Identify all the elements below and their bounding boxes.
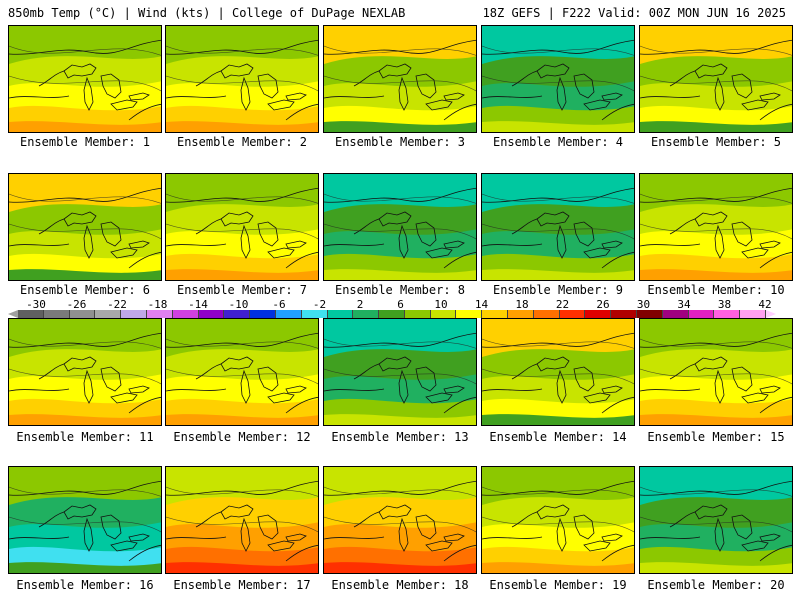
colorbar-cell xyxy=(585,310,612,318)
colorbar-arrow-left xyxy=(8,310,18,318)
ensemble-member-label: Ensemble Member: 8 xyxy=(334,283,466,297)
colorbar-tick-label: -30 xyxy=(26,298,46,311)
colorbar-cell xyxy=(121,310,147,318)
colorbar-cell xyxy=(714,310,741,318)
ensemble-map-5 xyxy=(639,25,793,133)
colorbar-cell xyxy=(224,310,251,318)
ensemble-map-16 xyxy=(8,466,162,574)
colorbar-tick-label: 38 xyxy=(717,298,732,311)
ensemble-member-label: Ensemble Member: 17 xyxy=(173,578,311,592)
colorbar-arrow-right xyxy=(766,310,776,318)
temperature-colorbar: -30 -26 -22 -18 -14 -10 -6 -2 2 6 10 14 18 22 26 30 34 38… xyxy=(0,298,800,322)
ensemble-map-9 xyxy=(481,173,635,281)
ensemble-member-label: Ensemble Member: 2 xyxy=(176,135,308,149)
colorbar-cell xyxy=(482,310,509,318)
colorbar-cell xyxy=(18,310,44,318)
colorbar-cell xyxy=(379,310,405,318)
ensemble-member-label: Ensemble Member: 5 xyxy=(650,135,782,149)
chart-title: 850mb Temp (°C) | Wind (kts) | College o… xyxy=(8,6,406,20)
ensemble-member-label: Ensemble Member: 20 xyxy=(647,578,785,592)
ensemble-member-label: Ensemble Member: 1 xyxy=(19,135,151,149)
ensemble-map-2 xyxy=(165,25,319,133)
colorbar-tick-label: -18 xyxy=(147,298,168,311)
ensemble-member-label: Ensemble Member: 14 xyxy=(489,430,627,444)
colorbar-cell xyxy=(456,310,483,318)
ensemble-map-12 xyxy=(165,318,319,426)
colorbar-cell xyxy=(250,310,276,318)
colorbar-cell xyxy=(533,310,560,318)
colorbar-tick-label: 6 xyxy=(397,298,404,311)
colorbar-cell xyxy=(198,310,225,318)
colorbar-tick-label: 22 xyxy=(555,298,570,311)
ensemble-member-label: Ensemble Member: 13 xyxy=(331,430,469,444)
ensemble-member-label: Ensemble Member: 10 xyxy=(647,283,785,297)
ensemble-map-8 xyxy=(323,173,477,281)
colorbar-tick-label: 42 xyxy=(758,298,772,311)
colorbar-tick-label: -14 xyxy=(188,298,208,311)
colorbar-cell xyxy=(740,310,766,318)
ensemble-map-17 xyxy=(165,466,319,574)
ensemble-member-label: Ensemble Member: 11 xyxy=(16,430,154,444)
ensemble-map-18 xyxy=(323,466,477,574)
colorbar-tick-label: -2 xyxy=(312,298,327,311)
model-run-info: 18Z GEFS | F222 Valid: 00Z MON JUN 16 20… xyxy=(482,6,786,20)
ensemble-map-14 xyxy=(481,318,635,426)
colorbar-tick-label: 18 xyxy=(515,298,529,311)
ensemble-map-11 xyxy=(8,318,162,426)
ensemble-map-7 xyxy=(165,173,319,281)
ensemble-member-label: Ensemble Member: 12 xyxy=(173,430,311,444)
colorbar-tick-label: 26 xyxy=(596,298,610,311)
colorbar-strip xyxy=(18,310,766,318)
colorbar-tick-label: 30 xyxy=(636,298,651,311)
colorbar-cell xyxy=(146,310,173,318)
colorbar-cell xyxy=(404,310,431,318)
ensemble-member-label: Ensemble Member: 7 xyxy=(176,283,308,297)
ensemble-member-label: Ensemble Member: 19 xyxy=(489,578,627,592)
colorbar-cell xyxy=(508,310,534,318)
colorbar-cell xyxy=(637,310,663,318)
colorbar-cell xyxy=(172,310,199,318)
ensemble-member-label: Ensemble Member: 15 xyxy=(647,430,785,444)
colorbar-cell xyxy=(662,310,689,318)
ensemble-map-1 xyxy=(8,25,162,133)
colorbar-cell xyxy=(353,310,380,318)
colorbar-tick-label: 14 xyxy=(474,298,489,311)
colorbar-tick-label: -10 xyxy=(228,298,249,311)
ensemble-map-20 xyxy=(639,466,793,574)
colorbar-cell xyxy=(69,310,96,318)
ensemble-member-label: Ensemble Member: 18 xyxy=(331,578,469,592)
ensemble-map-19 xyxy=(481,466,635,574)
ensemble-member-label: Ensemble Member: 16 xyxy=(16,578,154,592)
ensemble-map-3 xyxy=(323,25,477,133)
colorbar-tick-label: 10 xyxy=(434,298,448,311)
colorbar-tick-label: -22 xyxy=(107,298,127,311)
colorbar-cell xyxy=(559,310,586,318)
colorbar-tick-label: 34 xyxy=(677,298,691,311)
colorbar-cell xyxy=(95,310,122,318)
colorbar-cell xyxy=(275,310,302,318)
colorbar-tick-label: -6 xyxy=(272,298,286,311)
ensemble-member-label: Ensemble Member: 9 xyxy=(492,283,624,297)
colorbar-cell xyxy=(43,310,70,318)
ensemble-map-6 xyxy=(8,173,162,281)
ensemble-map-10 xyxy=(639,173,793,281)
colorbar-cell xyxy=(688,310,715,318)
ensemble-member-label: Ensemble Member: 6 xyxy=(19,283,151,297)
colorbar-tick-label: -26 xyxy=(66,298,87,311)
colorbar-tick-label: 2 xyxy=(356,298,364,311)
header: 850mb Temp (°C) | Wind (kts) | College o… xyxy=(0,0,800,24)
ensemble-member-label: Ensemble Member: 4 xyxy=(492,135,624,149)
ensemble-map-13 xyxy=(323,318,477,426)
colorbar-cell xyxy=(301,310,328,318)
ensemble-map-15 xyxy=(639,318,793,426)
colorbar-cell xyxy=(327,310,354,318)
colorbar-cell xyxy=(430,310,457,318)
ensemble-member-label: Ensemble Member: 3 xyxy=(334,135,466,149)
colorbar-cell xyxy=(611,310,638,318)
ensemble-map-4 xyxy=(481,25,635,133)
